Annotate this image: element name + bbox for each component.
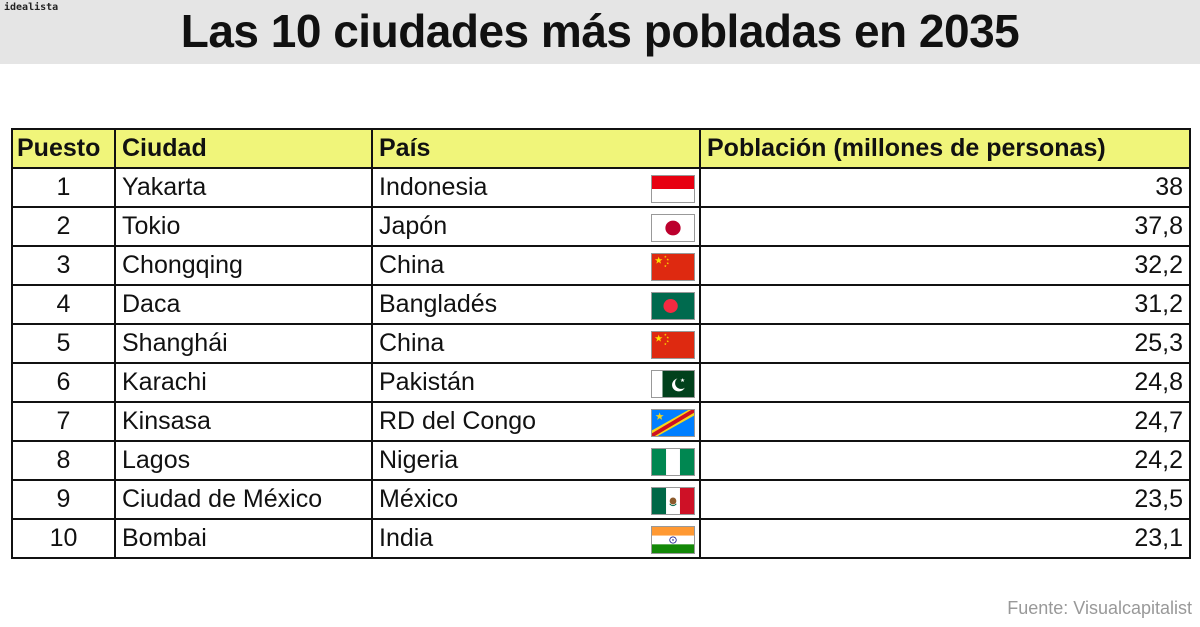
population-table: Puesto Ciudad País Población (millones d…: [11, 128, 1191, 559]
rank-cell: 3: [11, 245, 116, 286]
country-cell: India: [371, 518, 701, 559]
title-bar: idealista Las 10 ciudades más pobladas e…: [0, 0, 1200, 64]
table-row: 10 Bombai India 23,1: [11, 518, 1191, 559]
country-name: Indonesia: [379, 173, 488, 201]
country-cell: China: [371, 323, 701, 364]
city-cell: Lagos: [114, 440, 373, 481]
country-cell: RD del Congo: [371, 401, 701, 442]
brand-logo: idealista: [4, 2, 59, 13]
country-name: China: [379, 329, 445, 357]
column-header-country: País: [371, 128, 701, 169]
rank-cell: 5: [11, 323, 116, 364]
population-cell: 38: [699, 167, 1191, 208]
pakistan-flag-icon: [651, 370, 695, 398]
country-name: India: [379, 524, 434, 552]
rank-cell: 8: [11, 440, 116, 481]
china-flag-icon: [651, 253, 695, 281]
rank-cell: 10: [11, 518, 116, 559]
table-row: 2 Tokio Japón 37,8: [11, 206, 1191, 247]
population-cell: 23,5: [699, 479, 1191, 520]
city-cell: Kinsasa: [114, 401, 373, 442]
population-cell: 31,2: [699, 284, 1191, 325]
population-cell: 24,8: [699, 362, 1191, 403]
country-name: Bangladés: [379, 290, 498, 318]
column-header-city: Ciudad: [114, 128, 373, 169]
city-cell: Daca: [114, 284, 373, 325]
country-cell: Pakistán: [371, 362, 701, 403]
japan-flag-icon: [651, 214, 695, 242]
table-row: 5 Shanghái China 25,3: [11, 323, 1191, 364]
city-cell: Shanghái: [114, 323, 373, 364]
rank-cell: 1: [11, 167, 116, 208]
country-cell: Bangladés: [371, 284, 701, 325]
indonesia-flag-icon: [651, 175, 695, 203]
table-row: 6 Karachi Pakistán 24,8: [11, 362, 1191, 403]
country-cell: China: [371, 245, 701, 286]
population-cell: 23,1: [699, 518, 1191, 559]
column-header-population: Población (millones de personas): [699, 128, 1191, 169]
bangladesh-flag-icon: [651, 292, 695, 320]
country-cell: Nigeria: [371, 440, 701, 481]
table-row: 8 Lagos Nigeria 24,2: [11, 440, 1191, 481]
population-cell: 25,3: [699, 323, 1191, 364]
rank-cell: 2: [11, 206, 116, 247]
source-note: Fuente: Visualcapitalist: [1007, 598, 1192, 618]
table-row: 7 Kinsasa RD del Congo 24,7: [11, 401, 1191, 442]
country-name: RD del Congo: [379, 407, 537, 435]
country-name: Nigeria: [379, 446, 459, 474]
population-cell: 32,2: [699, 245, 1191, 286]
country-cell: Japón: [371, 206, 701, 247]
table-header-row: Puesto Ciudad País Población (millones d…: [11, 128, 1191, 169]
india-flag-icon: [651, 526, 695, 554]
population-cell: 24,7: [699, 401, 1191, 442]
table-body: 1 Yakarta Indonesia 38 2 Tokio Japón 37,8 3 Chong…: [11, 167, 1191, 559]
population-cell: 37,8: [699, 206, 1191, 247]
mexico-flag-icon: [651, 487, 695, 515]
country-name: China: [379, 251, 445, 279]
page-title: Las 10 ciudades más pobladas en 2035: [180, 5, 1020, 57]
city-cell: Chongqing: [114, 245, 373, 286]
city-cell: Bombai: [114, 518, 373, 559]
china-flag-icon: [651, 331, 695, 359]
country-cell: Indonesia: [371, 167, 701, 208]
rank-cell: 6: [11, 362, 116, 403]
city-cell: Ciudad de México: [114, 479, 373, 520]
drcongo-flag-icon: [651, 409, 695, 437]
country-name: Pakistán: [379, 368, 475, 396]
country-cell: México: [371, 479, 701, 520]
country-name: México: [379, 485, 459, 513]
city-cell: Yakarta: [114, 167, 373, 208]
table-row: 3 Chongqing China 32,2: [11, 245, 1191, 286]
population-cell: 24,2: [699, 440, 1191, 481]
table-row: 4 Daca Bangladés 31,2: [11, 284, 1191, 325]
rank-cell: 9: [11, 479, 116, 520]
rank-cell: 7: [11, 401, 116, 442]
rank-cell: 4: [11, 284, 116, 325]
city-cell: Karachi: [114, 362, 373, 403]
nigeria-flag-icon: [651, 448, 695, 476]
table-row: 9 Ciudad de México México 23,5: [11, 479, 1191, 520]
city-cell: Tokio: [114, 206, 373, 247]
column-header-rank: Puesto: [11, 128, 116, 169]
country-name: Japón: [379, 212, 448, 240]
table-row: 1 Yakarta Indonesia 38: [11, 167, 1191, 208]
